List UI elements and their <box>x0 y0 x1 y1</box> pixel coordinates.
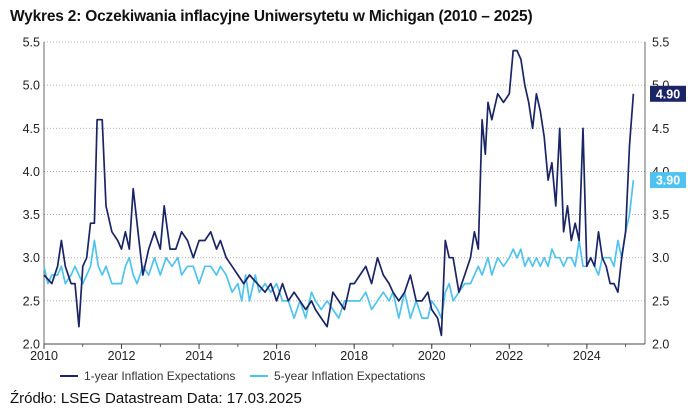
x-tick-label: 2012 <box>108 349 136 363</box>
y-tick-label-right: 2.0 <box>652 338 669 352</box>
series-line-5-year <box>43 180 635 319</box>
y-tick-label-right: 4.5 <box>652 122 669 136</box>
y-tick-label-left: 4.5 <box>23 122 40 136</box>
grid-lines <box>44 41 645 302</box>
y-tick-label-right: 5.5 <box>652 36 669 50</box>
end-value-badges: 4.90 3.90 <box>650 85 686 189</box>
end-value-label: 3.90 <box>656 174 680 188</box>
legend-label: 5-year Inflation Expectations <box>274 369 425 383</box>
legend-label: 1-year Inflation Expectations <box>84 369 235 383</box>
end-value-badge <box>650 172 686 189</box>
series-lines <box>43 49 635 337</box>
x-tick-label: 2016 <box>263 349 291 363</box>
end-value-label: 4.90 <box>656 87 680 101</box>
y-tick-label-left: 2.0 <box>23 338 40 352</box>
x-tick-label: 2024 <box>573 349 601 363</box>
x-tick-label: 2018 <box>340 349 368 363</box>
y-tick-label-left: 5.0 <box>23 79 40 93</box>
y-tick-label-left: 2.5 <box>23 294 40 308</box>
x-tick-label: 2022 <box>495 349 523 363</box>
y-tick-label-right: 3.0 <box>652 251 669 265</box>
x-tick-label: 2014 <box>185 349 213 363</box>
series-line-1-year <box>43 49 635 337</box>
axes: 2.0 2.02.5 2.53.0 3.03.5 3.54.0 4.04.5 4.55.0 5… <box>23 36 670 364</box>
y-tick-label-left: 3.0 <box>23 251 40 265</box>
legend: 1-year Inflation Expectations 5-year Infl… <box>60 369 425 383</box>
y-tick-label-left: 3.5 <box>23 208 40 222</box>
x-tick-label: 2020 <box>418 349 446 363</box>
x-tick-label: 2010 <box>30 349 58 363</box>
source-note: Źródło: LSEG Datastream Data: 17.03.2025 <box>10 390 302 407</box>
chart-title: Wykres 2: Oczekiwania inflacyjne Uniwers… <box>10 8 533 25</box>
y-tick-label-left: 4.0 <box>23 165 40 179</box>
end-value-badge <box>650 85 686 102</box>
y-tick-label-left: 5.5 <box>23 36 40 50</box>
y-tick-label-right: 2.5 <box>652 294 669 308</box>
y-tick-label-right: 3.5 <box>652 208 669 222</box>
